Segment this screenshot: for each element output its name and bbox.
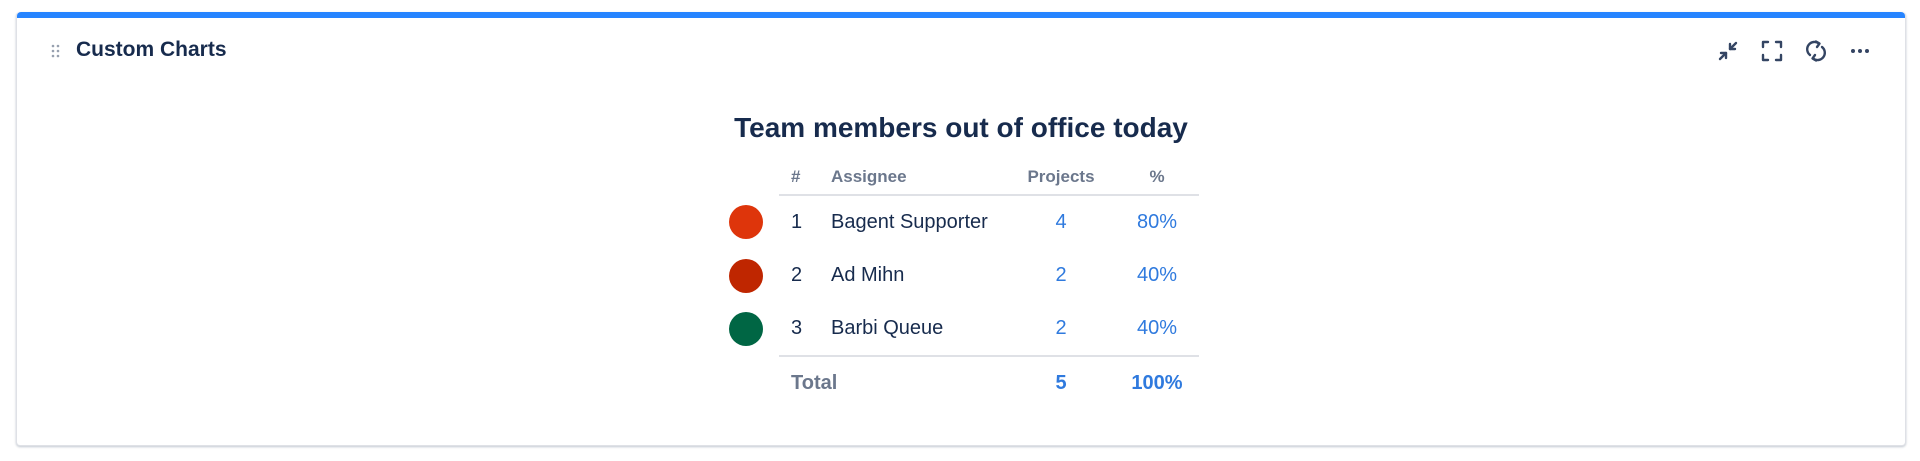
assignee-cell: Bagent Supporter	[831, 211, 988, 233]
table-row: 3 Barbi Queue 2 40%	[729, 302, 1199, 356]
percent-link[interactable]: 80%	[1136, 211, 1178, 233]
table-row: 2 Ad Mihn 2 40%	[729, 249, 1199, 302]
rank-header: #	[779, 160, 819, 196]
swatch-header	[729, 160, 779, 195]
gadget-title: Custom Charts	[76, 38, 227, 61]
gadget-accent-bar	[17, 12, 1905, 18]
refresh-button[interactable]	[1801, 36, 1831, 66]
rank-cell: 2	[791, 264, 803, 286]
assignee-cell: Ad Mihn	[831, 264, 905, 286]
percent-header: %	[1115, 160, 1199, 196]
rank-cell: 1	[791, 211, 803, 233]
projects-link[interactable]: 4	[1055, 211, 1067, 233]
fullscreen-icon	[1760, 39, 1784, 63]
rank-cell: 3	[791, 317, 803, 339]
fullscreen-button[interactable]	[1757, 36, 1787, 66]
legend-swatch	[729, 205, 763, 239]
legend-swatch	[729, 258, 763, 293]
assignee-header: Assignee	[819, 160, 1007, 196]
projects-link[interactable]: 2	[1055, 317, 1067, 339]
more-actions-button[interactable]	[1845, 36, 1875, 66]
percent-link[interactable]: 40%	[1136, 264, 1178, 286]
gadget-toolbar	[1713, 36, 1875, 66]
drag-handle-icon[interactable]	[51, 44, 61, 58]
table-header-row: # Assignee Projects %	[729, 160, 1199, 196]
custom-charts-gadget: Custom Charts	[16, 12, 1906, 446]
more-icon	[1848, 39, 1872, 63]
legend-swatch	[729, 312, 763, 346]
total-projects-link[interactable]: 5	[1007, 355, 1115, 409]
projects-header: Projects	[1007, 160, 1115, 196]
chart-table: # Assignee Projects % 1 Bagent Supporter…	[729, 160, 1199, 409]
chart-title: Team members out of office today	[734, 112, 1188, 143]
chart-table-wrapper: # Assignee Projects % 1 Bagent Supporter…	[729, 160, 1199, 409]
percent-link[interactable]: 40%	[1136, 317, 1178, 339]
minimize-button[interactable]	[1713, 36, 1743, 66]
refresh-icon	[1804, 39, 1828, 63]
minimize-icon	[1716, 39, 1740, 63]
total-label: Total	[779, 355, 1007, 409]
total-row: Total 5 100%	[729, 355, 1199, 409]
projects-link[interactable]: 2	[1055, 264, 1067, 286]
table-row: 1 Bagent Supporter 4 80%	[729, 195, 1199, 249]
assignee-cell: Barbi Queue	[831, 317, 944, 339]
total-percent-link[interactable]: 100%	[1115, 355, 1199, 409]
gadget-header: Custom Charts	[17, 18, 1905, 78]
